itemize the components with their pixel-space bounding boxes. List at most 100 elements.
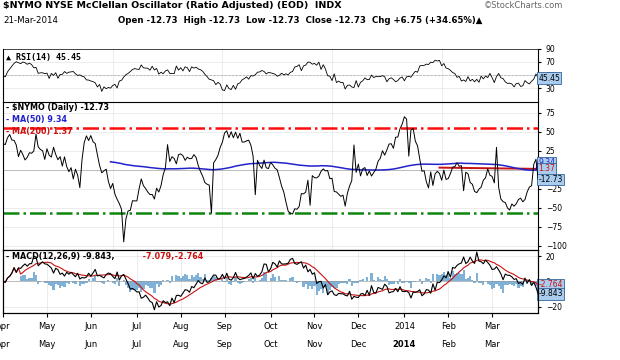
Text: Oct: Oct [264, 340, 278, 349]
Bar [436, 274, 438, 282]
Text: -12.73: -12.73 [538, 175, 562, 184]
Bar [33, 272, 35, 282]
Bar [399, 279, 401, 282]
Bar [493, 282, 495, 288]
Bar [318, 282, 320, 291]
Bar [511, 282, 513, 285]
Bar [81, 282, 83, 284]
Bar [114, 282, 116, 284]
Bar [204, 274, 206, 282]
Bar [259, 280, 261, 282]
Bar [226, 278, 228, 282]
Bar [160, 282, 162, 285]
Bar [129, 282, 131, 292]
Bar [417, 281, 419, 282]
Bar [357, 282, 360, 283]
Bar [508, 282, 511, 284]
Bar [469, 275, 471, 282]
Bar [197, 273, 200, 282]
Bar [133, 282, 136, 290]
Bar [285, 280, 287, 282]
Bar [213, 276, 215, 282]
Bar [20, 276, 22, 282]
Bar [68, 282, 70, 284]
Bar [458, 273, 460, 282]
Bar [304, 282, 307, 284]
Bar [480, 282, 482, 283]
Bar [313, 282, 316, 287]
Bar [447, 271, 450, 282]
Bar [103, 282, 105, 284]
Bar [110, 281, 112, 282]
Text: ©StockCharts.com: ©StockCharts.com [484, 1, 563, 10]
Bar [491, 282, 493, 289]
Bar [257, 281, 259, 282]
Bar [355, 282, 357, 283]
Bar [467, 278, 469, 282]
Bar [351, 282, 353, 286]
Text: Jun: Jun [84, 340, 97, 349]
Text: 9.34: 9.34 [538, 158, 555, 167]
Text: $NYMO NYSE McClellan Oscillator (Ratio Adjusted) (EOD)  INDX: $NYMO NYSE McClellan Oscillator (Ratio A… [3, 1, 342, 10]
Bar [59, 282, 61, 288]
Text: - MA(200) 1.37: - MA(200) 1.37 [6, 127, 73, 136]
Bar [92, 279, 94, 282]
Text: Aug: Aug [172, 340, 189, 349]
Bar [61, 282, 63, 285]
Bar [537, 281, 539, 282]
Bar [221, 278, 223, 282]
Bar [500, 282, 502, 289]
Bar [513, 282, 515, 286]
Bar [450, 278, 451, 282]
Bar [430, 282, 432, 283]
Bar [149, 282, 151, 288]
Bar [215, 277, 217, 282]
Bar [528, 280, 531, 282]
Bar [337, 282, 340, 284]
Bar [147, 282, 149, 286]
Bar [366, 277, 368, 282]
Bar [22, 275, 24, 282]
Bar [290, 278, 291, 282]
Bar [410, 282, 412, 288]
Bar [324, 282, 327, 287]
Bar [239, 282, 241, 284]
Bar [153, 282, 156, 293]
Bar [116, 278, 118, 282]
Bar [208, 280, 210, 282]
Bar [353, 282, 355, 283]
Bar [283, 280, 285, 282]
Bar [193, 277, 195, 282]
Bar [280, 280, 283, 282]
Bar [186, 275, 188, 282]
Bar [287, 280, 290, 282]
Bar [188, 279, 190, 282]
Bar [316, 282, 318, 295]
Bar [57, 282, 59, 285]
Bar [373, 280, 375, 282]
Bar [272, 274, 274, 282]
Bar [29, 278, 30, 282]
Bar [175, 275, 177, 282]
Bar [164, 281, 166, 282]
Bar [300, 281, 303, 282]
Bar [507, 282, 508, 285]
Bar [303, 282, 304, 287]
Bar [408, 282, 410, 283]
Text: - $NYMO (Daily) -12.73: - $NYMO (Daily) -12.73 [6, 103, 108, 112]
Bar [520, 282, 521, 285]
Bar [136, 282, 138, 290]
Bar [309, 282, 311, 286]
Bar [138, 282, 140, 288]
Bar [66, 282, 68, 283]
Bar [384, 276, 386, 282]
Text: Feb: Feb [441, 340, 456, 349]
Bar [476, 273, 478, 282]
Bar [86, 282, 87, 283]
Bar [202, 279, 204, 282]
Bar [48, 282, 50, 285]
Bar [291, 277, 294, 282]
Bar [487, 282, 489, 284]
Bar [50, 282, 53, 287]
Bar [241, 282, 243, 283]
